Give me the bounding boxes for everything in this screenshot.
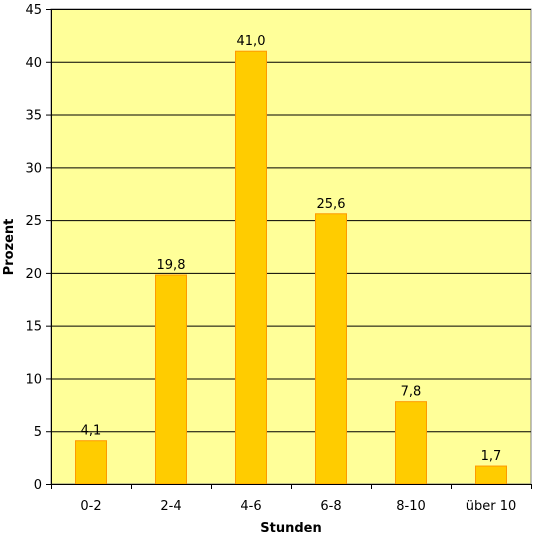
y-axis-title: Prozent — [2, 219, 17, 276]
bar-8-10 — [395, 401, 427, 485]
y-tick-labels: 0 5 10 15 20 25 30 35 40 45 — [25, 3, 51, 493]
data-label: 41,0 — [237, 34, 266, 49]
bar-0-2 — [75, 440, 107, 485]
data-labels: 4,1 19,8 41,0 25,6 7,8 1,7 — [81, 34, 502, 464]
y-tick-label: 25 — [25, 214, 42, 229]
plot-area — [50, 8, 532, 485]
data-label: 4,1 — [81, 424, 102, 439]
x-tick-label: 0-2 — [80, 499, 101, 514]
y-tick-label: 45 — [25, 3, 42, 18]
y-tick-label: 0 — [34, 478, 42, 493]
data-label: 25,6 — [317, 197, 346, 212]
bar-6-8 — [315, 213, 347, 485]
data-label: 19,8 — [157, 258, 186, 273]
bar-über 10 — [475, 465, 507, 485]
x-tick-label: 2-4 — [160, 499, 181, 514]
y-tick-label: 30 — [25, 161, 42, 176]
x-tick-labels: 0-2 2-4 4-6 6-8 8-10 über 10 — [51, 484, 532, 514]
x-tick-label: über 10 — [466, 499, 517, 514]
gridlines — [51, 9, 531, 433]
x-tick-label: 8-10 — [396, 499, 426, 514]
y-tick-label: 10 — [25, 372, 42, 387]
y-tick-label: 40 — [25, 56, 42, 71]
y-tick-label: 35 — [25, 109, 42, 124]
data-label: 7,8 — [401, 385, 422, 400]
data-label: 1,7 — [481, 449, 502, 464]
bar-2-4 — [155, 274, 187, 485]
y-tick-label: 15 — [25, 320, 42, 335]
x-tick-label: 4-6 — [240, 499, 261, 514]
bars — [75, 50, 507, 485]
x-axis-title: Stunden — [260, 521, 321, 536]
bar-4-6 — [235, 50, 267, 485]
y-tick-label: 5 — [34, 425, 42, 440]
x-tick-label: 6-8 — [320, 499, 341, 514]
y-tick-label: 20 — [25, 267, 42, 282]
